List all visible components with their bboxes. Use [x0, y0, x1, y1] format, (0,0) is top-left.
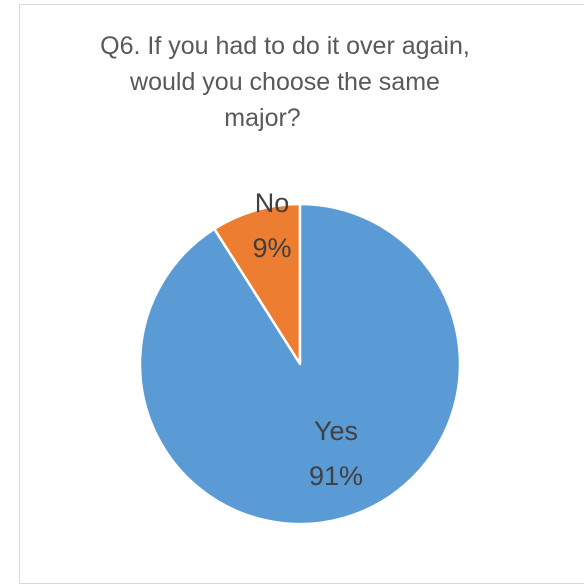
chart-title-line-3: major? [224, 104, 301, 132]
pie-labels: No 9% Yes 91% [252, 188, 363, 491]
pie-slice-no [213, 202, 302, 366]
chart-title: Q6. If you had to do it over again, woul… [50, 28, 520, 136]
chart-title-line-2: would you choose the same [130, 68, 440, 96]
slice-label-no: No [255, 188, 290, 218]
pie-slices [138, 202, 462, 526]
chart-title-line-1: Q6. If you had to do it over again, [100, 32, 470, 60]
slice-value-no: 9% [252, 233, 291, 263]
slice-label-yes: Yes [314, 416, 358, 446]
slice-value-yes: 91% [309, 461, 363, 491]
pie-slice-yes [138, 202, 462, 526]
